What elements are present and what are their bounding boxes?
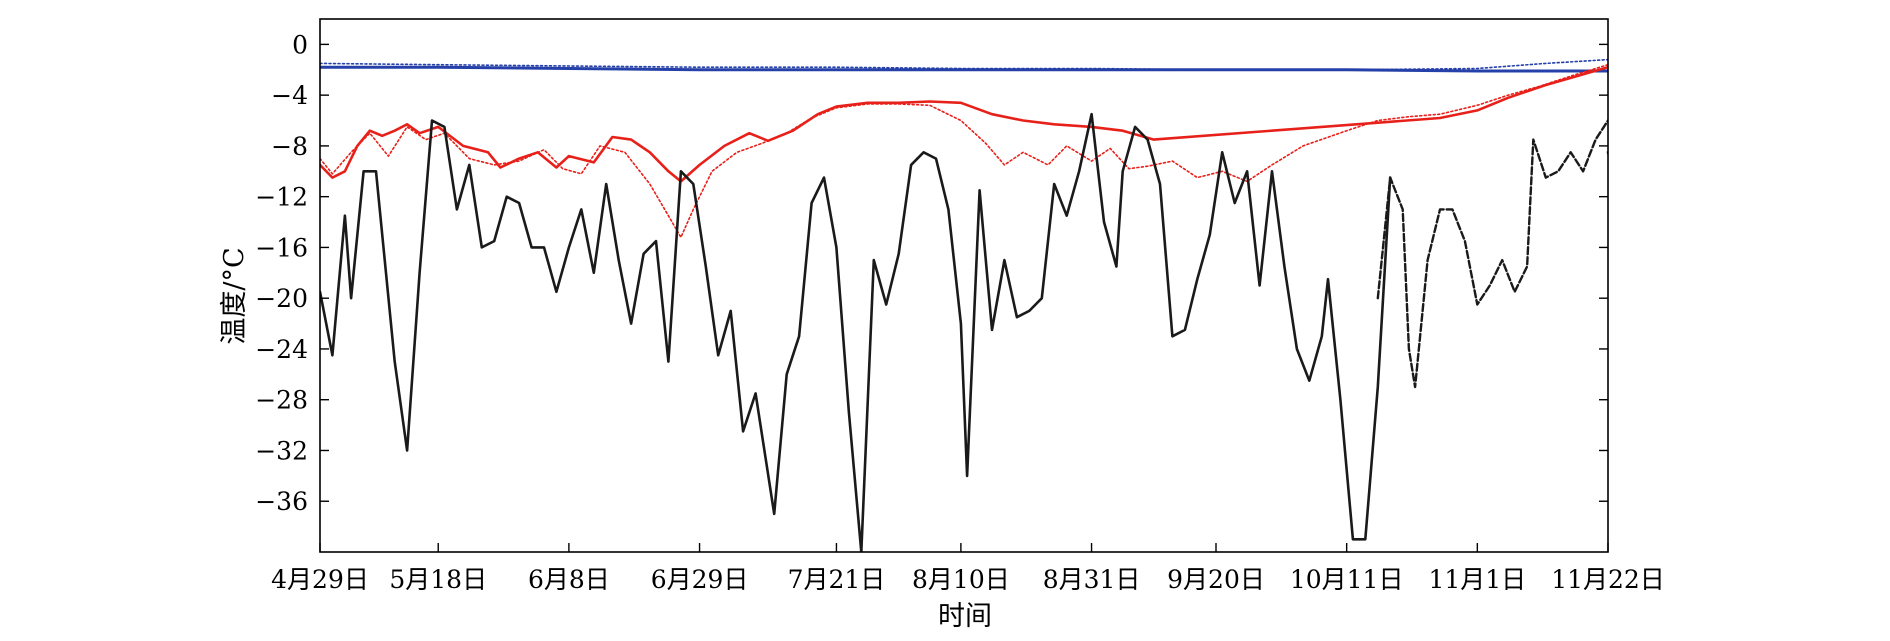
series-line-4 — [320, 112, 1392, 552]
x-tick-label: 10月11日 — [1290, 565, 1404, 594]
series-line-0 — [320, 65, 1608, 73]
y-tick-label: −4 — [271, 81, 308, 110]
series-line-5 — [1376, 119, 1608, 389]
series-group — [320, 58, 1608, 552]
y-tick-label: −12 — [255, 183, 308, 212]
y-tick-label: −16 — [255, 233, 308, 262]
y-axis-title: 温度/°C — [219, 247, 250, 344]
series-line-2 — [320, 65, 1608, 183]
y-tick-label: −28 — [255, 386, 308, 415]
y-tick-label: −36 — [255, 487, 308, 516]
x-tick-label: 6月8日 — [528, 565, 610, 594]
y-tick-label: −24 — [255, 335, 308, 364]
x-axis-title: 时间 — [938, 601, 992, 632]
series-line-3 — [320, 63, 1608, 239]
x-tick-label: 11月1日 — [1428, 565, 1526, 594]
axis-ticks: 0 −4 −8 −12 −16 −20 −24 −28 −32 −36 4月29日 5月18日 6月8日… — [255, 30, 1665, 594]
plot-frame — [319, 18, 1609, 553]
y-tick-label: −32 — [255, 436, 308, 465]
series-line-1 — [320, 58, 1608, 71]
y-tick-label: −20 — [255, 284, 308, 313]
x-tick-label: 11月22日 — [1551, 565, 1665, 594]
series-line-6 — [1606, 151, 1608, 158]
x-tick-label: 7月21日 — [788, 565, 886, 594]
y-tick-label: 0 — [292, 30, 308, 59]
x-tick-label: 5月18日 — [389, 565, 487, 594]
plot-area — [319, 18, 1609, 553]
x-tick-label: 8月31日 — [1043, 565, 1141, 594]
x-tick-label: 9月20日 — [1167, 565, 1265, 594]
x-tick-label: 8月10日 — [912, 565, 1010, 594]
y-tick-label: −8 — [271, 132, 308, 161]
x-tick-label: 6月29日 — [651, 565, 749, 594]
x-tick-label: 4月29日 — [271, 565, 369, 594]
